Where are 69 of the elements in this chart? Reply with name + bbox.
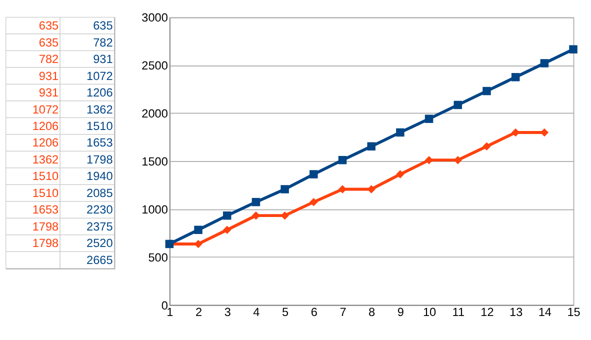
point	[540, 59, 549, 68]
point	[367, 142, 376, 150]
point	[482, 142, 491, 150]
x-tick-label: 7	[340, 305, 346, 320]
data-label: 2520	[86, 236, 114, 250]
data-label: 1940	[86, 169, 114, 184]
x-tick-label: 4	[253, 305, 260, 320]
data-label: 2085	[86, 186, 114, 200]
x-tick-label: 14	[538, 305, 552, 320]
point	[252, 198, 260, 206]
point	[310, 170, 318, 178]
data-label: 1206	[32, 119, 60, 134]
x-tick-label: 3	[224, 305, 232, 320]
x-tick-label: 10	[422, 305, 437, 320]
data-label: 1206	[86, 86, 114, 100]
y-tick-label: 2000	[142, 106, 168, 121]
y-tick-label: 2500	[142, 58, 168, 73]
data-label: 635	[38, 35, 60, 50]
y-tick-label: 0	[161, 298, 168, 312]
data-label: 931	[38, 68, 59, 83]
data-label: 1510	[86, 119, 114, 134]
x-tick-label: 13	[510, 305, 524, 320]
data-label: 1206	[32, 136, 60, 150]
point	[424, 114, 434, 123]
data-label: 1072	[32, 102, 59, 116]
data-label: 931	[38, 86, 59, 100]
data-label: 635	[38, 18, 60, 33]
data-label: 931	[93, 52, 113, 66]
point	[222, 226, 232, 234]
point	[310, 198, 318, 206]
data-label: 635	[93, 18, 114, 33]
data-label: 1510	[32, 186, 60, 200]
x-tick-label: 6	[310, 305, 318, 320]
data-label: 1510	[32, 169, 60, 184]
data-label: 1362	[32, 152, 59, 166]
data-label: 1362	[86, 102, 113, 116]
y-tick-label: 500	[148, 250, 168, 264]
x-tick-label: 2	[195, 305, 202, 320]
data-label: 1798	[32, 219, 60, 234]
y-tick-label: 3000	[142, 10, 168, 25]
data-label: 782	[38, 52, 59, 66]
x-tick-label: 9	[397, 305, 404, 320]
data-label: 2665	[86, 252, 114, 267]
point	[569, 45, 578, 54]
x-tick-label: 15	[567, 305, 581, 320]
y-tick-label: 1500	[142, 154, 168, 168]
point	[280, 185, 289, 194]
data-label: 2230	[86, 202, 114, 217]
point	[338, 156, 347, 164]
point	[454, 100, 462, 110]
x-tick-label: 1	[166, 305, 174, 320]
data-label: 1072	[86, 68, 113, 83]
x-tick-label: 5	[282, 305, 290, 320]
point	[396, 170, 404, 178]
point	[222, 211, 232, 220]
data-label: 782	[93, 35, 113, 50]
point	[511, 73, 520, 82]
data-label: 2375	[86, 219, 114, 234]
data-label: 1653	[32, 202, 60, 217]
data-label: 1798	[86, 152, 114, 166]
data-label: 1653	[86, 136, 114, 150]
x-tick-label: 12	[480, 305, 494, 320]
point	[396, 128, 404, 137]
point	[194, 226, 202, 234]
point	[482, 86, 491, 96]
x-tick-label: 11	[452, 305, 465, 320]
data-label: 1798	[32, 236, 60, 250]
x-tick-label: 8	[368, 305, 376, 320]
y-tick-label: 1000	[142, 202, 168, 216]
